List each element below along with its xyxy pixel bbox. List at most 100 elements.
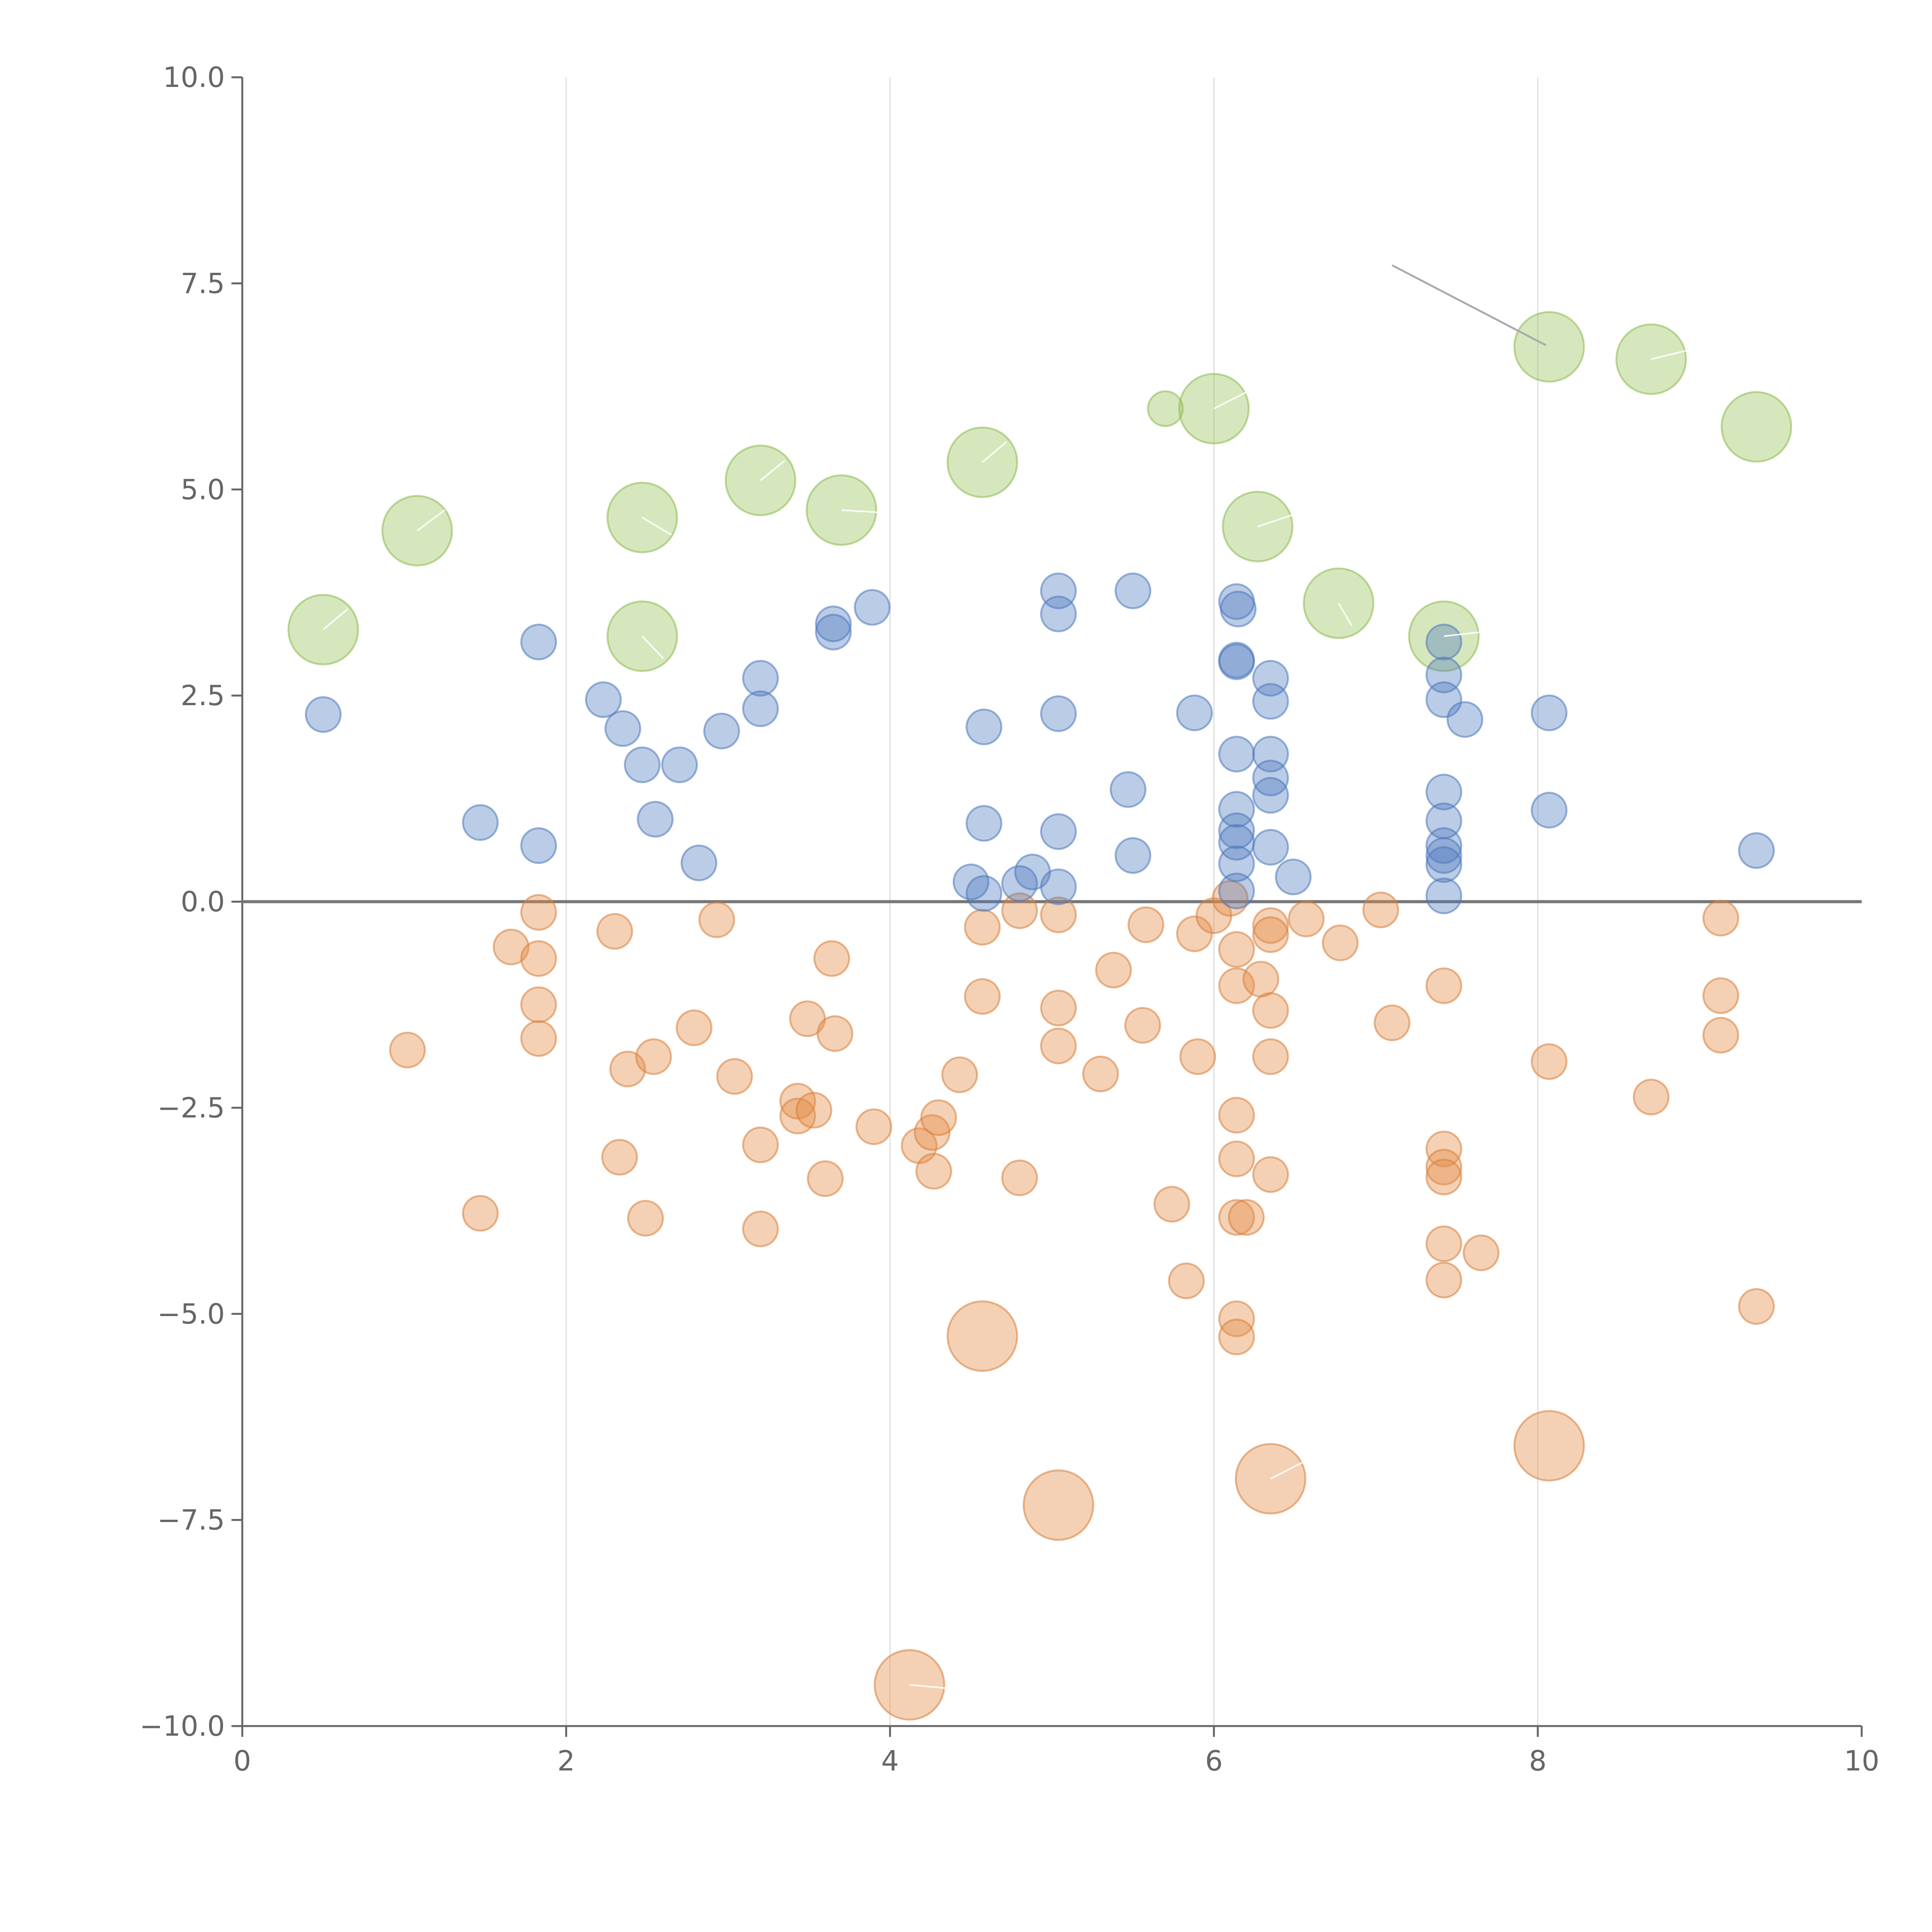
orange-point bbox=[1425, 1225, 1463, 1262]
blue-point bbox=[680, 844, 718, 881]
blue-point bbox=[1531, 792, 1568, 829]
orange-point bbox=[742, 1126, 779, 1163]
leader-line bbox=[981, 441, 1007, 463]
orange-point bbox=[1252, 992, 1289, 1029]
blue-point bbox=[742, 660, 779, 697]
orange-point bbox=[1374, 1004, 1411, 1041]
axes: 10.0 7.5 5.0 2.5 0.0 −2.5 −5.0 −7.5 −10.00 2 4 6 8 10 bbox=[139, 61, 1879, 1777]
y-tick-label: 2.5 bbox=[180, 679, 225, 712]
orange-point bbox=[520, 940, 557, 977]
leader-line bbox=[1651, 349, 1692, 360]
orange-point bbox=[1702, 977, 1739, 1014]
blue-point bbox=[965, 805, 1002, 842]
orange-point bbox=[1228, 1199, 1265, 1236]
orange-point bbox=[816, 1015, 854, 1052]
orange-point bbox=[913, 1114, 951, 1151]
orange-point bbox=[1128, 906, 1165, 943]
orange-point bbox=[520, 894, 557, 931]
blue-point bbox=[1040, 868, 1077, 905]
blue-point bbox=[1425, 774, 1463, 811]
orange-point bbox=[1738, 1288, 1775, 1325]
orange-point bbox=[941, 1056, 978, 1094]
orange-point bbox=[1425, 1148, 1463, 1185]
blue-point bbox=[1252, 683, 1289, 720]
orange-point bbox=[813, 940, 850, 977]
blue-point bbox=[1218, 736, 1255, 773]
x-tick-label: 8 bbox=[1529, 1745, 1547, 1777]
orange-point bbox=[742, 1210, 779, 1247]
y-tick-label: −2.5 bbox=[157, 1092, 225, 1124]
blue-point bbox=[637, 801, 674, 838]
orange-point bbox=[1124, 1007, 1161, 1044]
blue-point bbox=[1425, 878, 1463, 915]
blue-point bbox=[815, 605, 852, 643]
blue-point bbox=[1425, 827, 1463, 864]
orange-point bbox=[1425, 1262, 1463, 1299]
orange-point bbox=[1252, 1038, 1289, 1075]
orange-point bbox=[1218, 931, 1255, 968]
data-points bbox=[287, 311, 1793, 1721]
orange-point bbox=[1531, 1043, 1568, 1080]
orange-point bbox=[1001, 892, 1038, 929]
orange-point bbox=[1242, 961, 1279, 998]
orange-point bbox=[1425, 967, 1463, 1004]
orange-point bbox=[1702, 900, 1739, 937]
orange-point bbox=[627, 1200, 664, 1237]
orange-large-point bbox=[1513, 1410, 1585, 1482]
blue-point bbox=[520, 827, 557, 864]
orange-point bbox=[1252, 1156, 1289, 1193]
orange-point bbox=[698, 901, 735, 938]
orange-point bbox=[964, 909, 1001, 946]
callout-line bbox=[1391, 264, 1546, 346]
leader-line bbox=[1270, 1461, 1304, 1480]
blue-point bbox=[1218, 845, 1255, 882]
x-tick-label: 4 bbox=[881, 1745, 899, 1777]
orange-point bbox=[855, 1108, 892, 1145]
y-tick-label: −7.5 bbox=[157, 1504, 225, 1536]
orange-point bbox=[1153, 1185, 1190, 1223]
blue-point bbox=[965, 875, 1002, 912]
leader-line bbox=[1213, 391, 1247, 410]
y-tick-label: −5.0 bbox=[157, 1298, 225, 1330]
green-point bbox=[1721, 391, 1793, 463]
y-tick-label: 5.0 bbox=[180, 473, 225, 506]
blue-point bbox=[1114, 837, 1151, 874]
blue-point bbox=[462, 804, 499, 841]
orange-point bbox=[1252, 916, 1289, 953]
orange-point bbox=[1463, 1234, 1500, 1271]
x-tick-label: 2 bbox=[557, 1745, 575, 1777]
blue-point bbox=[1252, 777, 1289, 814]
orange-point bbox=[1040, 1027, 1077, 1065]
orange-point bbox=[1212, 880, 1249, 917]
orange-point bbox=[807, 1160, 844, 1197]
orange-large-point bbox=[946, 1300, 1018, 1372]
y-tick-label: 10.0 bbox=[163, 61, 225, 94]
blue-point bbox=[1218, 643, 1255, 680]
blue-point bbox=[1446, 701, 1483, 738]
leader-line bbox=[760, 460, 786, 481]
blue-point bbox=[1531, 694, 1568, 731]
leader-line bbox=[1444, 630, 1490, 637]
y-tick-label: 0.0 bbox=[180, 886, 225, 918]
orange-point bbox=[1252, 907, 1289, 944]
leader-line bbox=[841, 509, 882, 514]
orange-point bbox=[1702, 1017, 1739, 1054]
blue-point bbox=[703, 713, 740, 750]
orange-point bbox=[462, 1195, 499, 1232]
orange-point bbox=[596, 913, 633, 950]
orange-point bbox=[1040, 896, 1077, 934]
orange-point bbox=[1218, 1140, 1255, 1177]
green-small-point bbox=[1147, 390, 1184, 427]
x-tick-label: 6 bbox=[1205, 1745, 1223, 1777]
orange-point bbox=[1082, 1055, 1119, 1092]
orange-point bbox=[1321, 924, 1359, 961]
blue-point bbox=[1252, 829, 1289, 866]
orange-point bbox=[1425, 1158, 1463, 1196]
blue-point bbox=[1040, 695, 1077, 732]
orange-point bbox=[675, 1009, 713, 1046]
green-point bbox=[1513, 311, 1585, 383]
leader-lines bbox=[323, 264, 1692, 1690]
blue-point bbox=[815, 614, 852, 651]
blue-point bbox=[585, 681, 622, 718]
